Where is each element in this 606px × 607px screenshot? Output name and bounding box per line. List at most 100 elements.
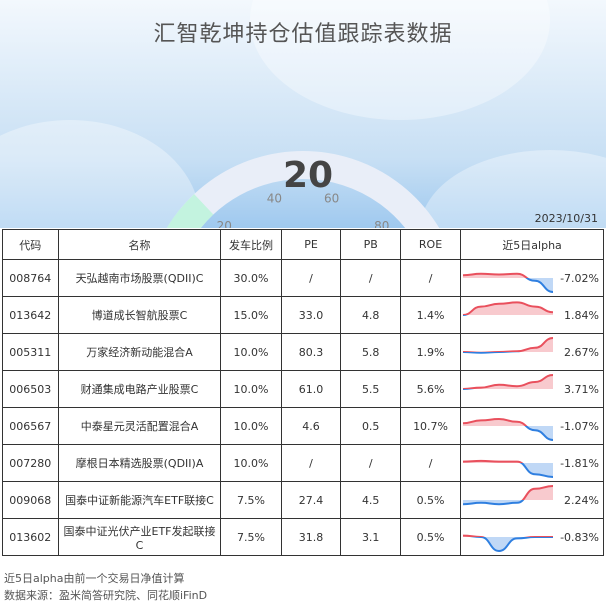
alpha-sparkline bbox=[463, 417, 554, 441]
alpha-value: -1.07% bbox=[555, 407, 605, 445]
allocation-ratio: 10.0% bbox=[220, 333, 282, 371]
roe-value: / bbox=[399, 259, 462, 297]
table-row: 005311 万家经济新动能混合A 10.0% 80.3 5.8 1.9% 2.67% bbox=[2, 333, 605, 371]
alpha-sparkline bbox=[463, 485, 554, 506]
allocation-ratio: 15.0% bbox=[220, 296, 282, 334]
pb-value: 5.8 bbox=[340, 333, 401, 371]
pe-value: 27.4 bbox=[280, 481, 342, 519]
footnotes: 近5日alpha由前一个交易日净值计算 数据来源：盈米简答研究院、同花顺iFin… bbox=[4, 570, 207, 604]
alpha-sparkline-cell bbox=[460, 259, 556, 297]
fund-name: 财通集成电路产业股票C bbox=[57, 370, 222, 408]
roe-value: / bbox=[399, 444, 462, 482]
sparkline-line bbox=[463, 337, 554, 352]
sparkline-area bbox=[463, 278, 554, 292]
table-body: 008764 天弘越南市场股票(QDII)C 30.0% / / / -7.02% 01364… bbox=[2, 259, 605, 556]
roe-value: 0.5% bbox=[399, 518, 462, 556]
sparkline-line bbox=[463, 272, 529, 278]
alpha-sparkline-cell bbox=[460, 296, 556, 334]
sparkline-line bbox=[463, 417, 528, 426]
fund-name: 国泰中证光伏产业ETF发起联接C bbox=[57, 518, 222, 556]
alpha-sparkline-cell bbox=[460, 518, 556, 556]
pb-value: 4.5 bbox=[340, 481, 401, 519]
pb-value: 5.5 bbox=[340, 370, 401, 408]
sparkline-line bbox=[463, 301, 554, 315]
header-roe: ROE bbox=[399, 229, 462, 260]
sparkline-line bbox=[521, 485, 554, 500]
alpha-value: -0.83% bbox=[555, 518, 605, 556]
fund-code: 007280 bbox=[2, 444, 59, 482]
table-row: 009068 国泰中证新能源汽车ETF联接C 7.5% 27.4 4.5 0.5% 2.24… bbox=[2, 481, 605, 519]
sparkline-area bbox=[463, 302, 554, 315]
sparkline-area bbox=[463, 486, 554, 500]
pb-value: / bbox=[340, 444, 401, 482]
fund-code: 013602 bbox=[2, 518, 59, 556]
header-alpha: 近5日alpha bbox=[460, 229, 604, 260]
allocation-ratio: 10.0% bbox=[220, 370, 282, 408]
alpha-sparkline bbox=[463, 272, 554, 293]
sparkline-line bbox=[469, 537, 554, 553]
sparkline-line bbox=[463, 374, 554, 389]
allocation-ratio: 7.5% bbox=[220, 518, 282, 556]
table-row: 006567 中泰星元灵活配置混合A 10.0% 4.6 0.5 10.7% -1.07% bbox=[2, 407, 605, 445]
sparkline-line bbox=[463, 459, 524, 463]
alpha-value: -1.81% bbox=[555, 444, 605, 482]
footnote-alpha: 近5日alpha由前一个交易日净值计算 bbox=[4, 572, 185, 585]
header-ratio: 发车比例 bbox=[220, 229, 282, 260]
alpha-sparkline bbox=[463, 459, 554, 478]
alpha-sparkline-cell bbox=[460, 370, 556, 408]
pb-value: / bbox=[340, 259, 401, 297]
alpha-sparkline bbox=[463, 337, 554, 354]
gauge-fill bbox=[166, 194, 214, 228]
sparkline-area bbox=[463, 426, 554, 440]
header-banner: 汇智乾坤持仓估值跟踪表数据 020406080100 20 2023/10/31 bbox=[0, 0, 606, 228]
sparkline-line bbox=[524, 426, 554, 441]
table-row: 008764 天弘越南市场股票(QDII)C 30.0% / / / -7.02% bbox=[2, 259, 605, 297]
table-row: 013602 国泰中证光伏产业ETF发起联接C 7.5% 31.8 3.1 0.5% -0.… bbox=[2, 518, 605, 556]
alpha-sparkline bbox=[463, 534, 554, 553]
alpha-sparkline bbox=[463, 301, 554, 316]
page-title: 汇智乾坤持仓估值跟踪表数据 bbox=[153, 22, 453, 47]
fund-code: 006567 bbox=[2, 407, 59, 445]
header-code: 代码 bbox=[2, 229, 59, 260]
fund-code: 006503 bbox=[2, 370, 59, 408]
sparkline-area bbox=[463, 338, 554, 352]
pb-value: 0.5 bbox=[340, 407, 401, 445]
fund-name: 博道成长智航股票C bbox=[57, 296, 222, 334]
holdings-table: 代码 名称 发车比例 PE PB ROE 近5日alpha 008764 天弘越南… bbox=[2, 229, 605, 556]
alpha-sparkline-cell bbox=[460, 444, 556, 482]
pb-value: 4.8 bbox=[340, 296, 401, 334]
roe-value: 10.7% bbox=[399, 407, 462, 445]
fund-code: 008764 bbox=[2, 259, 59, 297]
alpha-value: 1.84% bbox=[555, 296, 605, 334]
header-pb: PB bbox=[340, 229, 401, 260]
gauge-tick-label: 60 bbox=[324, 192, 339, 206]
fund-name: 中泰星元灵活配置混合A bbox=[57, 407, 222, 445]
allocation-ratio: 10.0% bbox=[220, 444, 282, 482]
roe-value: 5.6% bbox=[399, 370, 462, 408]
table-row: 007280 摩根日本精选股票(QDII)A 10.0% / / / -1.81% bbox=[2, 444, 605, 482]
allocation-ratio: 10.0% bbox=[220, 407, 282, 445]
fund-code: 009068 bbox=[2, 481, 59, 519]
pe-value: 80.3 bbox=[280, 333, 342, 371]
alpha-sparkline bbox=[463, 374, 554, 390]
roe-value: 1.4% bbox=[399, 296, 462, 334]
fund-name: 国泰中证新能源汽车ETF联接C bbox=[57, 481, 222, 519]
gauge-tick-label: 40 bbox=[267, 192, 282, 206]
sparkline-line bbox=[463, 500, 525, 506]
sparkline-line bbox=[519, 463, 554, 478]
fund-code: 013642 bbox=[2, 296, 59, 334]
pe-value: / bbox=[280, 259, 342, 297]
footnote-source: 数据来源：盈米简答研究院、同花顺iFinD bbox=[4, 589, 208, 602]
alpha-value: 2.24% bbox=[555, 481, 605, 519]
alpha-value: 3.71% bbox=[555, 370, 605, 408]
table-header-row: 代码 名称 发车比例 PE PB ROE 近5日alpha bbox=[2, 229, 604, 260]
pe-value: 61.0 bbox=[280, 370, 342, 408]
header-name: 名称 bbox=[57, 229, 222, 260]
allocation-ratio: 7.5% bbox=[220, 481, 282, 519]
alpha-value: 2.67% bbox=[555, 333, 605, 371]
fund-name: 天弘越南市场股票(QDII)C bbox=[57, 259, 222, 297]
alpha-sparkline-cell bbox=[460, 333, 556, 371]
sparkline-line bbox=[525, 278, 554, 293]
allocation-ratio: 30.0% bbox=[220, 259, 282, 297]
alpha-value: -7.02% bbox=[555, 259, 605, 297]
